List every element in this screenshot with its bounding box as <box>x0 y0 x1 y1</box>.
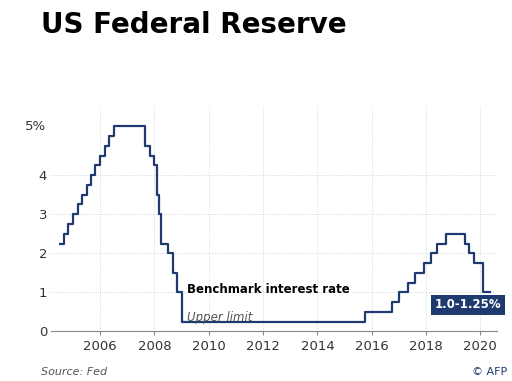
Text: 1.0-1.25%: 1.0-1.25% <box>435 298 501 311</box>
Text: US Federal Reserve: US Federal Reserve <box>41 11 347 39</box>
Text: Benchmark interest rate: Benchmark interest rate <box>187 282 350 296</box>
Text: Source: Fed: Source: Fed <box>41 367 107 377</box>
Text: © AFP: © AFP <box>472 367 507 377</box>
Text: 5%: 5% <box>25 120 46 133</box>
Text: Upper limit: Upper limit <box>187 311 252 324</box>
